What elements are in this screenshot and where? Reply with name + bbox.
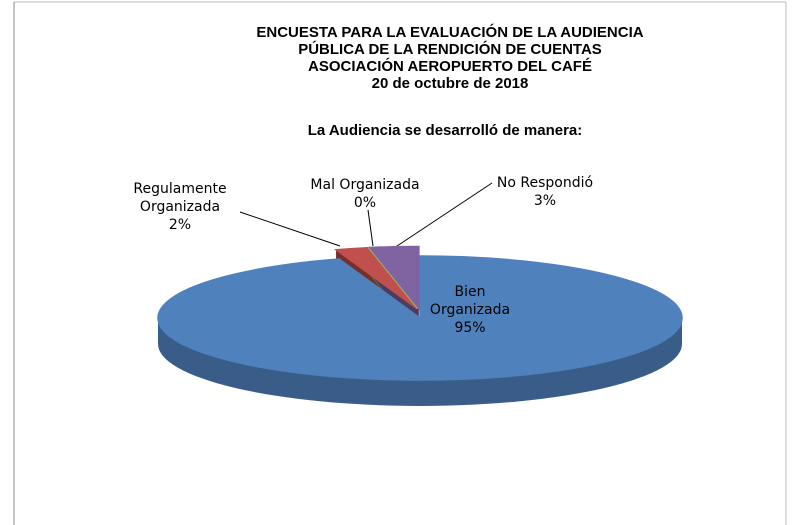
data-label: Mal Organizada 0% [285,176,445,212]
pie-slice [157,255,683,381]
value-label: 3% [533,193,557,209]
category-label: Bien Organizada [429,284,511,318]
value-label: 0% [353,195,377,211]
category-label: Mal Organizada [310,177,420,193]
pie-slice [368,245,420,311]
chart-title: ASOCIACIÓN AEROPUERTO DEL CAFÉ [308,57,592,75]
data-label: Regulamente Organizada 2% [120,180,240,234]
chart-title: ENCUESTA PARA LA EVALUACIÓN DE LA AUDIEN… [256,23,643,41]
chart-title: PÚBLICA DE LA RENDICIÓN DE CUENTAS [298,40,602,58]
category-label: Regulamente Organizada [133,181,227,215]
pie-slice [368,247,419,310]
leader-line [393,182,493,249]
leader-line [367,209,374,247]
pie-slice-side [158,318,682,406]
value-label: 95% [454,320,486,336]
leader-line [239,211,341,247]
data-label: No Respondió 3% [480,174,610,210]
value-label: 2% [168,217,192,233]
category-label: No Respondió [496,175,594,191]
data-label: Bien Organizada 95% [425,283,515,337]
chart-subtitle: La Audiencia se desarrolló de manera: [308,122,583,139]
pie-slice [333,247,418,310]
chart-title: 20 de octubre de 2018 [372,75,529,92]
